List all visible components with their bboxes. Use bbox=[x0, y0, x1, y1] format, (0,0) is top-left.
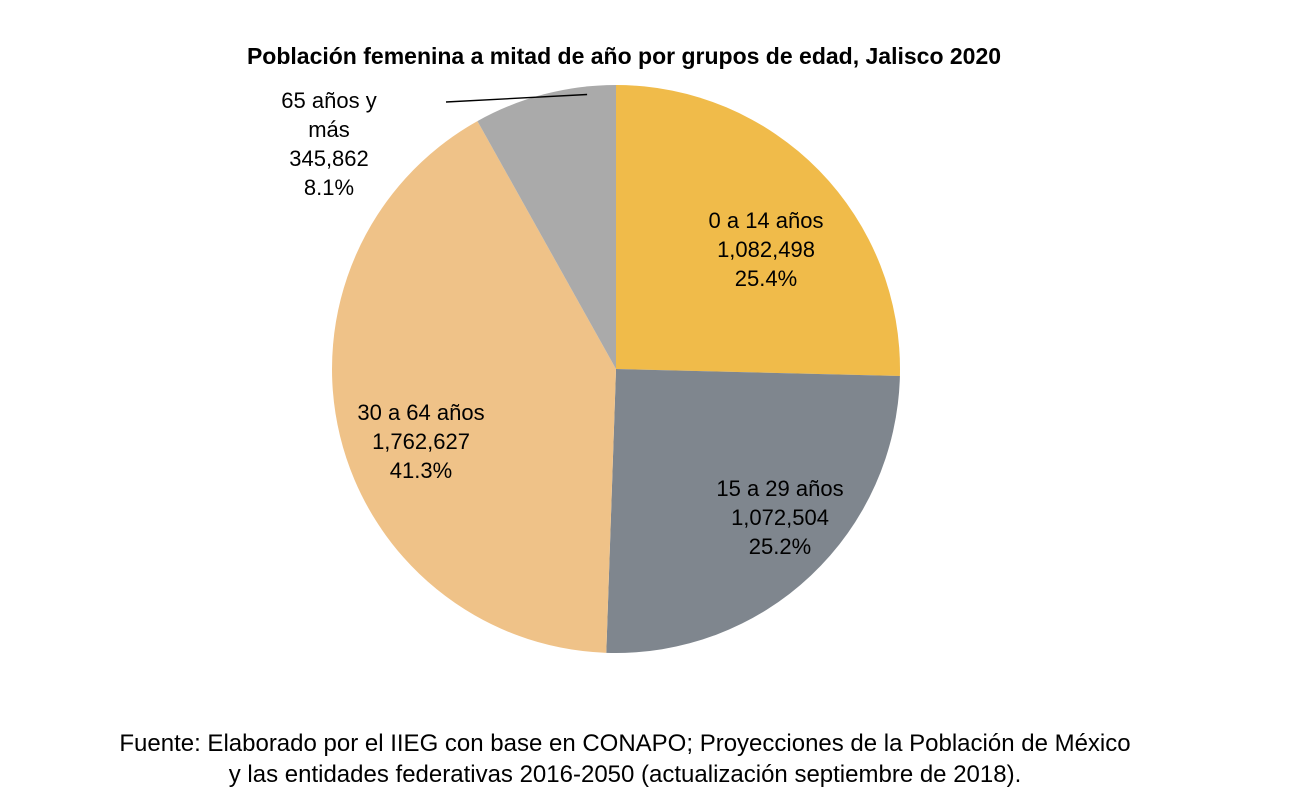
slice-label-line: 25.4% bbox=[735, 266, 797, 291]
slice-label-line: 1,082,498 bbox=[717, 237, 815, 262]
slice-label-line: 8.1% bbox=[304, 175, 354, 200]
slice-label-4: 65 años y más 345,862 8.1% bbox=[281, 88, 376, 200]
leader-line bbox=[445, 93, 588, 103]
slice-label-line: 41.3% bbox=[390, 458, 452, 483]
leader-lines bbox=[445, 93, 588, 103]
pie-slices bbox=[332, 85, 900, 653]
source-note: Fuente: Elaborado por el IIEG con base e… bbox=[0, 728, 1250, 790]
slice-label-line: más bbox=[308, 117, 350, 142]
slice-labels: 0 a 14 años 1,082,498 25.4% 15 a 29 años 1,0… bbox=[281, 88, 843, 559]
slice-label-line: 1,762,627 bbox=[372, 429, 470, 454]
pie-slice-1 bbox=[616, 85, 900, 376]
slice-label-3: 30 a 64 años 1,762,627 41.3% bbox=[357, 400, 484, 483]
slice-label-line: 1,072,504 bbox=[731, 505, 829, 530]
pie-slice-4 bbox=[477, 85, 616, 369]
source-line-2: y las entidades federativas 2016-2050 (a… bbox=[228, 761, 1022, 788]
slice-label-line: 15 a 29 años bbox=[716, 476, 843, 501]
slice-label-line: 25.2% bbox=[749, 534, 811, 559]
slice-label-2: 15 a 29 años 1,072,504 25.2% bbox=[716, 476, 843, 559]
pie-slice-2 bbox=[606, 369, 900, 653]
slice-label-1: 0 a 14 años 1,082,498 25.4% bbox=[709, 208, 824, 291]
slice-label-line: 65 años y bbox=[281, 88, 376, 113]
slice-label-line: 30 a 64 años bbox=[357, 400, 484, 425]
slice-label-line: 0 a 14 años bbox=[709, 208, 824, 233]
chart-title: Población femenina a mitad de año por gr… bbox=[247, 43, 1001, 69]
pie-slice-3 bbox=[332, 121, 616, 653]
slice-label-line: 345,862 bbox=[289, 146, 369, 171]
source-line-1: Fuente: Elaborado por el IIEG con base e… bbox=[119, 730, 1131, 757]
